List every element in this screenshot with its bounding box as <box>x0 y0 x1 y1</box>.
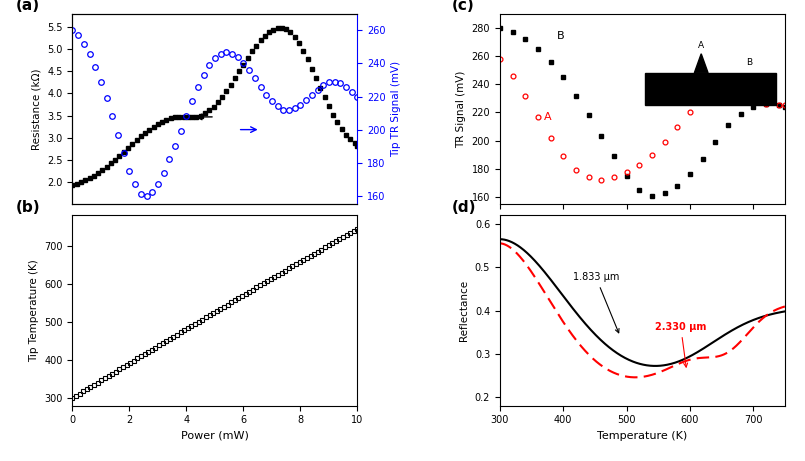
Text: 1.833 μm: 1.833 μm <box>572 272 619 333</box>
Text: B: B <box>557 31 564 41</box>
Text: A: A <box>544 112 552 122</box>
Y-axis label: Tip Temperature (K): Tip Temperature (K) <box>29 259 39 362</box>
Y-axis label: Tip TR Signal (mV): Tip TR Signal (mV) <box>391 61 402 157</box>
X-axis label: Temperature (K): Temperature (K) <box>597 431 687 441</box>
Text: (a): (a) <box>15 0 39 13</box>
Y-axis label: Resistance (kΩ): Resistance (kΩ) <box>31 68 42 150</box>
Y-axis label: TR Signal (mV): TR Signal (mV) <box>456 70 466 148</box>
X-axis label: Power (mW): Power (mW) <box>181 431 249 441</box>
Text: 2.330 μm: 2.330 μm <box>655 322 707 367</box>
Text: (b): (b) <box>15 200 40 215</box>
Text: (d): (d) <box>452 200 476 215</box>
Y-axis label: Reflectance: Reflectance <box>459 280 469 341</box>
Text: (c): (c) <box>452 0 474 13</box>
